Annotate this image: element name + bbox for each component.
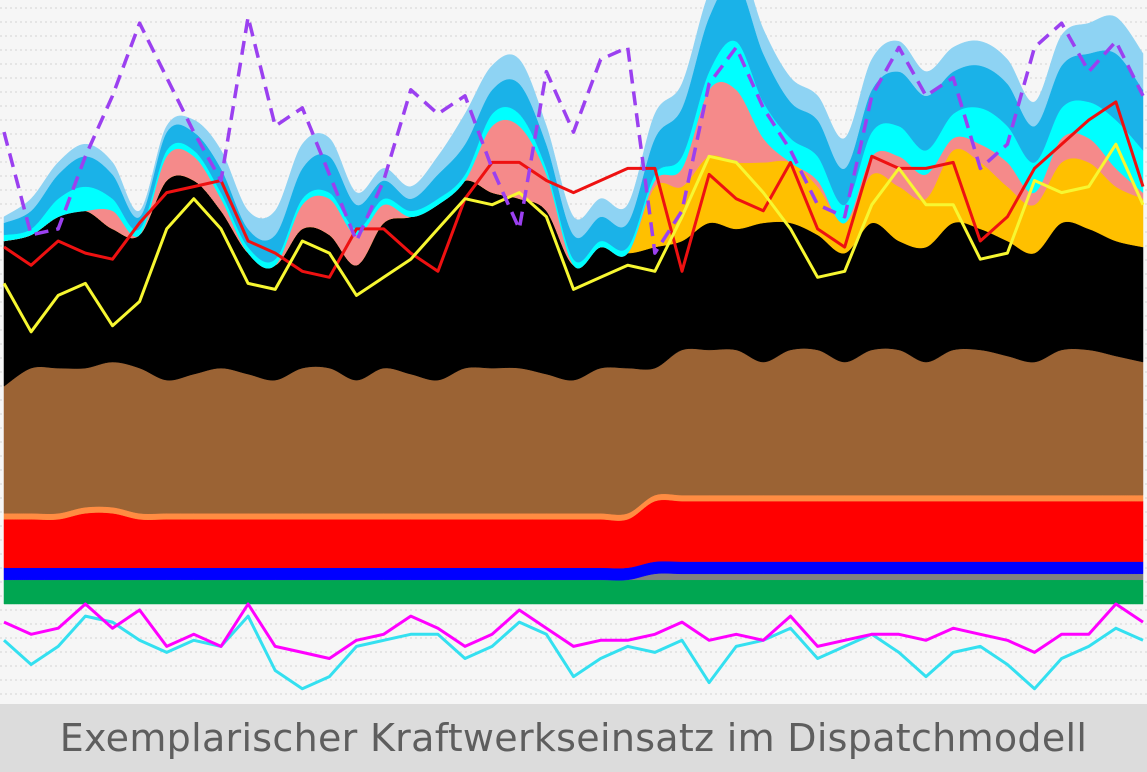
line-series-1 — [3, 100, 1145, 279]
line-series-3 — [2, 15, 1145, 255]
caption-bar: Exemplarischer Kraftwerkseinsatz im Disp… — [0, 704, 1147, 772]
chart-caption: Exemplarischer Kraftwerkseinsatz im Disp… — [59, 716, 1088, 760]
dispatch-chart — [0, 0, 1147, 695]
line-series-4 — [3, 614, 1144, 691]
chart-area — [0, 0, 1147, 695]
line-series — [2, 15, 1145, 691]
area-series-12 — [3, 0, 1144, 241]
stacked-areas — [3, 0, 1144, 605]
line-series-5 — [3, 602, 1144, 660]
line-series-2 — [2, 142, 1145, 334]
area-series-1 — [3, 579, 1144, 605]
